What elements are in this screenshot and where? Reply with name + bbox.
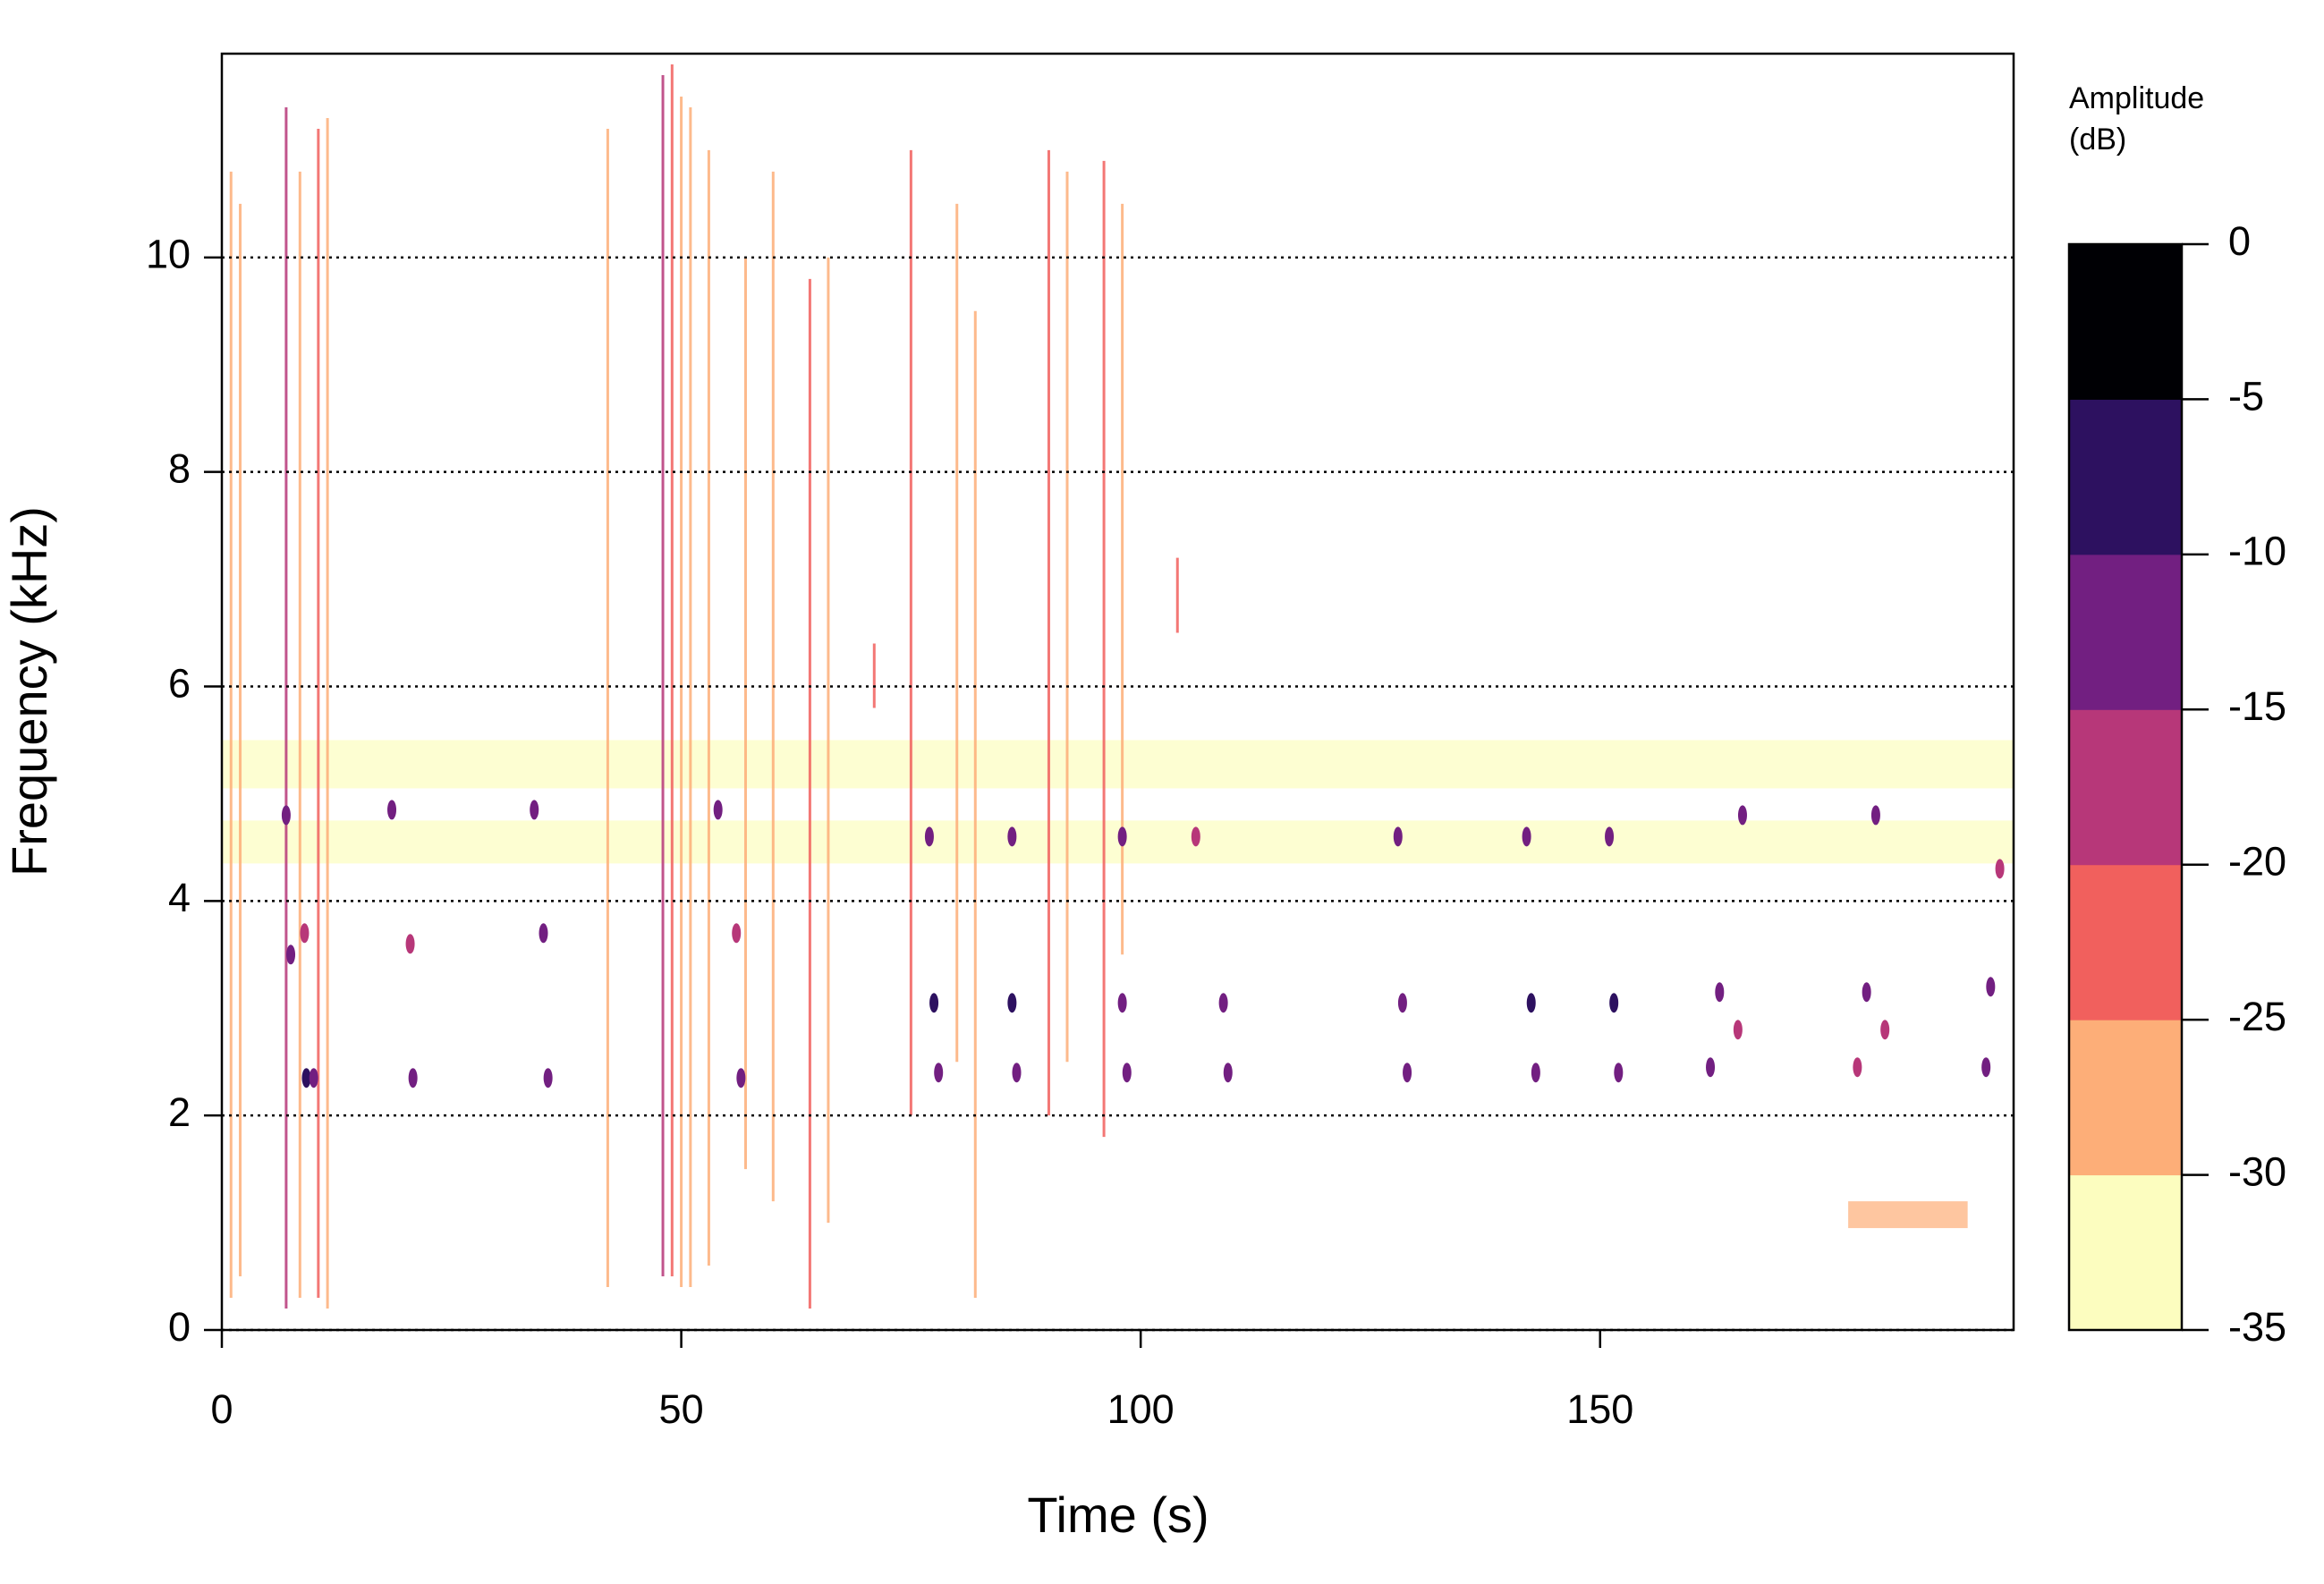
call-event [1122, 1063, 1132, 1083]
call-event [934, 1063, 944, 1083]
call-event [1715, 982, 1725, 1003]
call-event [530, 800, 539, 820]
noise-band [222, 740, 2014, 789]
y-tick-label: 2 [168, 1089, 191, 1135]
colorbar-title: (dB) [2069, 123, 2126, 157]
call-event [1397, 993, 1407, 1013]
y-tick-label: 0 [168, 1304, 191, 1350]
call-event [1117, 993, 1127, 1013]
colorbar-swatch [2069, 709, 2182, 866]
colorbar-tick-label: -30 [2228, 1148, 2286, 1194]
x-tick-label: 50 [659, 1386, 704, 1432]
colorbar-tick-label: 0 [2228, 218, 2251, 264]
call-event [732, 923, 742, 944]
call-event [539, 923, 548, 944]
call-event [713, 800, 723, 820]
colorbar-swatch [2069, 864, 2182, 1021]
y-axis-title: Frequency (kHz) [1, 506, 57, 877]
call-event [1614, 1063, 1624, 1083]
call-event [1995, 859, 2005, 879]
call-event [1870, 805, 1880, 826]
y-tick-label: 6 [168, 660, 191, 706]
colorbar-swatch [2069, 1020, 2182, 1176]
call-event [1117, 826, 1127, 847]
noise-band [222, 820, 2014, 864]
call-event [1223, 1063, 1233, 1083]
call-event [543, 1068, 553, 1088]
call-event [1403, 1063, 1412, 1083]
colorbar-swatch [2069, 554, 2182, 710]
colorbar-tick-label: -20 [2228, 839, 2286, 885]
call-event [1218, 993, 1228, 1013]
call-event [1862, 982, 1871, 1003]
x-tick-label: 150 [1566, 1386, 1633, 1432]
call-event [1007, 993, 1017, 1013]
call-event [1526, 993, 1536, 1013]
y-tick-label: 10 [146, 232, 191, 277]
colorbar-swatch [2069, 1174, 2182, 1331]
call-event [1880, 1020, 1890, 1040]
x-tick-label: 100 [1107, 1386, 1175, 1432]
x-tick-label: 0 [210, 1386, 233, 1432]
call-event [1522, 826, 1531, 847]
call-event [1191, 826, 1200, 847]
call-event [408, 1068, 418, 1088]
call-event [300, 923, 310, 944]
plot-frame [220, 52, 2015, 1332]
call-event [1007, 826, 1017, 847]
call-event [1986, 977, 1996, 997]
call-event [309, 1068, 318, 1088]
call-event [1393, 826, 1403, 847]
colorbar-tick-label: -15 [2228, 683, 2286, 729]
colorbar-tick-label: -35 [2228, 1304, 2286, 1350]
y-tick-label: 4 [168, 875, 191, 920]
colorbar-tick-label: -5 [2228, 373, 2264, 419]
call-event [1605, 826, 1615, 847]
call-event [929, 993, 939, 1013]
call-event [281, 805, 291, 826]
call-event [1737, 805, 1747, 826]
y-tick-label: 8 [168, 446, 191, 492]
call-event [1853, 1057, 1862, 1078]
call-event [1531, 1063, 1540, 1083]
call-event [301, 1068, 311, 1088]
colorbar-tick-label: -25 [2228, 994, 2286, 1039]
call-event [1733, 1020, 1743, 1040]
call-event [387, 800, 397, 820]
call-event [924, 826, 934, 847]
call-event [736, 1068, 746, 1088]
colorbar-swatch [2069, 399, 2182, 555]
call-event [1706, 1057, 1716, 1078]
call-event [405, 934, 415, 954]
call-event [286, 944, 296, 965]
colorbar-title: Amplitude [2069, 81, 2204, 115]
noise-band [1848, 1201, 1968, 1229]
call-event [1012, 1063, 1022, 1083]
colorbar-swatch [2069, 244, 2182, 400]
colorbar-tick-label: -10 [2228, 529, 2286, 574]
call-event [1981, 1057, 1991, 1078]
call-event [1609, 993, 1619, 1013]
x-axis-title: Time (s) [1027, 1487, 1209, 1543]
colorbar-frame [2067, 242, 2184, 1332]
